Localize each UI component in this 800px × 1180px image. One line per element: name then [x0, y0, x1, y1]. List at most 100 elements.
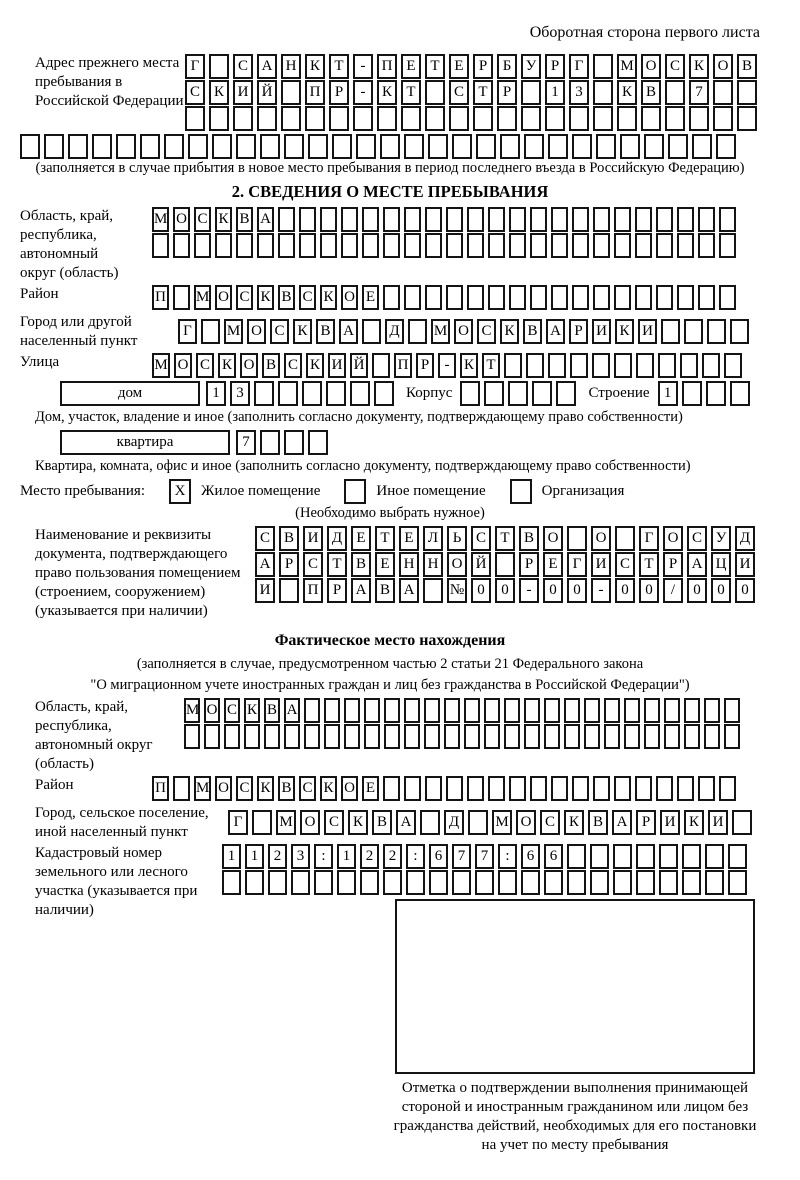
document-row-3[interactable]: И П Р А В А № 0 0-0 0-0 0/0 0 0	[255, 578, 759, 603]
char-cell	[636, 353, 654, 378]
s2-district-label: Район	[20, 286, 59, 302]
char-cell	[468, 810, 488, 835]
char-cell	[719, 233, 736, 258]
checkbox-organizatsiya[interactable]	[509, 479, 532, 504]
stroenie-cells[interactable]: 1	[657, 381, 754, 406]
char-cell	[614, 353, 632, 378]
char-cell: 3	[291, 844, 310, 869]
char-cell	[429, 870, 448, 895]
char-cell	[204, 724, 220, 749]
char-cell	[737, 80, 757, 105]
char-cell	[173, 776, 190, 801]
char-cell	[509, 233, 526, 258]
char-cell	[658, 353, 676, 378]
char-cell: А	[351, 578, 371, 603]
option-label-zhiloe: Жилое помещение	[201, 483, 321, 499]
char-cell	[362, 207, 379, 232]
char-cell	[677, 207, 694, 232]
char-cell	[356, 134, 376, 159]
char-cell	[264, 724, 280, 749]
korpus-label: Корпус	[406, 385, 453, 401]
char-cell: Р	[497, 80, 517, 105]
char-cell	[326, 381, 346, 406]
char-cell	[475, 870, 494, 895]
char-cell	[677, 776, 694, 801]
char-cell	[659, 844, 678, 869]
char-cell: 2	[360, 844, 379, 869]
s3-cadastral-row-2[interactable]	[222, 870, 751, 895]
char-cell: М	[184, 698, 200, 723]
char-cell: С	[236, 285, 253, 310]
char-cell	[452, 134, 472, 159]
char-cell: 0	[471, 578, 491, 603]
apartment-number-cells[interactable]: 7	[236, 430, 332, 455]
section3-note-line1: (заполняется в случае, предусмотренном ч…	[136, 656, 644, 672]
char-cell: Р	[663, 552, 683, 577]
char-cell: Р	[329, 80, 349, 105]
char-cell: Т	[375, 526, 395, 551]
char-cell	[425, 106, 445, 131]
s3-region-row-2[interactable]	[184, 724, 744, 749]
char-cell	[614, 233, 631, 258]
char-cell: Т	[401, 80, 421, 105]
char-cell	[44, 134, 64, 159]
char-cell: Е	[543, 552, 563, 577]
char-cell: К	[684, 810, 704, 835]
char-cell	[617, 106, 637, 131]
char-cell	[344, 698, 360, 723]
char-cell: 1	[545, 80, 565, 105]
korpus-cells[interactable]	[460, 381, 580, 406]
char-cell: Р	[545, 54, 565, 79]
char-cell	[362, 233, 379, 258]
char-cell: К	[617, 80, 637, 105]
char-cell: И	[660, 810, 680, 835]
document-line: Наименование и реквизиты документа, подт…	[20, 526, 760, 621]
char-cell	[521, 80, 541, 105]
prev-address-row-3[interactable]	[185, 106, 761, 131]
char-cell: В	[641, 80, 661, 105]
char-cell	[140, 134, 160, 159]
char-cell: Т	[327, 552, 347, 577]
char-cell	[681, 381, 702, 406]
char-cell	[201, 319, 220, 344]
char-cell: О	[543, 526, 563, 551]
checkbox-zhiloe[interactable]: X	[169, 479, 191, 504]
char-cell	[425, 776, 442, 801]
char-cell	[544, 870, 563, 895]
char-cell: Б	[497, 54, 517, 79]
char-cell	[404, 698, 420, 723]
apartment-box-label: квартира	[60, 430, 230, 455]
char-cell: В	[523, 319, 542, 344]
char-cell	[284, 430, 304, 455]
char-cell	[353, 106, 373, 131]
header-note: Оборотная сторона первого листа	[529, 24, 760, 41]
char-cell: 1	[206, 381, 226, 406]
prev-address-note: (заполняется в случае прибытия в новое м…	[35, 160, 745, 176]
stamp-box	[395, 899, 755, 1074]
char-cell	[705, 844, 724, 869]
char-cell	[464, 724, 480, 749]
s2-region-row-2[interactable]	[152, 233, 740, 258]
char-cell: Й	[350, 353, 368, 378]
char-cell	[635, 207, 652, 232]
prev-address-row-4[interactable]	[20, 134, 760, 159]
char-cell	[425, 207, 442, 232]
char-cell	[164, 134, 184, 159]
checkbox-inoe[interactable]	[344, 479, 367, 504]
char-cell	[593, 54, 613, 79]
